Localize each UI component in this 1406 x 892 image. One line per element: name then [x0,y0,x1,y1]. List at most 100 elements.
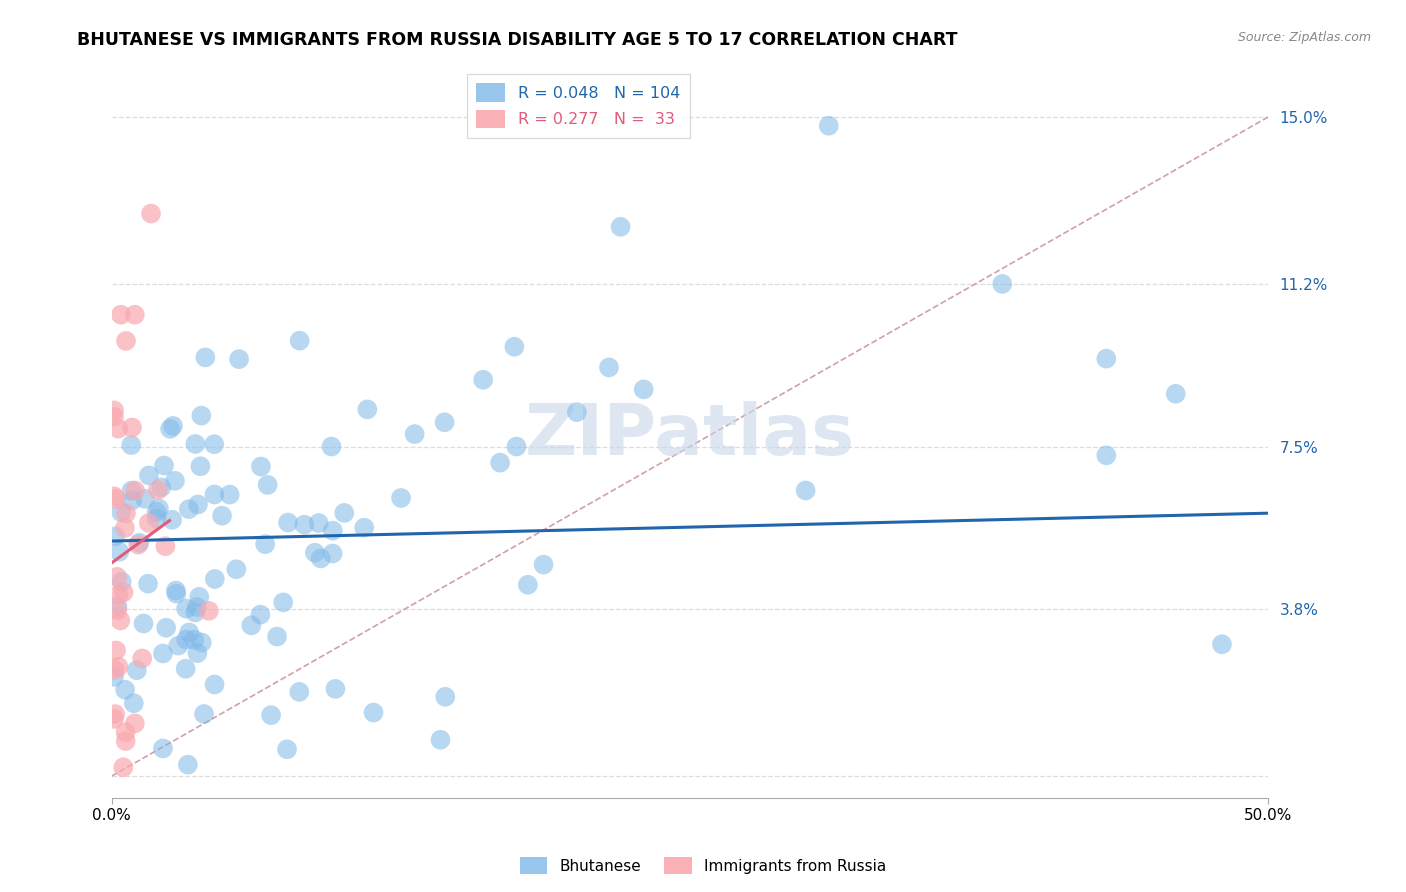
Point [108,545,131,559]
Point [127,538,149,552]
Point [121,483,143,498]
Point [472,373,495,387]
Point [322,524,344,538]
Point [145,505,167,519]
Text: Source: ZipAtlas.com: Source: ZipAtlas.com [1237,31,1371,45]
Point [107,588,129,602]
Point [250,459,273,474]
Point [1211,637,1233,651]
Point [794,483,817,498]
Point [276,742,298,756]
Point [177,757,200,772]
Point [179,625,201,640]
Point [322,547,344,561]
Point [516,578,538,592]
Point [190,459,212,474]
Point [120,438,142,452]
Point [363,706,385,720]
Point [204,572,226,586]
Point [112,585,135,599]
Point [174,632,197,647]
Point [404,427,426,442]
Point [266,630,288,644]
Point [325,681,347,696]
Point [202,437,225,451]
Point [160,513,183,527]
Point [148,501,170,516]
Point [107,659,129,673]
Point [505,440,527,454]
Text: BHUTANESE VS IMMIGRANTS FROM RUSSIA DISABILITY AGE 5 TO 17 CORRELATION CHART: BHUTANESE VS IMMIGRANTS FROM RUSSIA DISA… [77,31,957,49]
Point [152,741,174,756]
Point [389,491,412,505]
Point [533,558,555,572]
Point [139,206,162,220]
Point [211,508,233,523]
Point [565,405,588,419]
Point [115,506,138,520]
Point [111,574,134,589]
Point [152,647,174,661]
Point [204,677,226,691]
Point [292,517,315,532]
Point [150,480,173,494]
Point [124,483,146,498]
Point [167,639,190,653]
Point [103,409,125,424]
Point [125,663,148,677]
Point [186,600,208,615]
Point [121,420,143,434]
Point [288,334,311,348]
Point [254,537,277,551]
Point [103,712,125,726]
Point [188,590,211,604]
Point [124,308,146,322]
Point [277,516,299,530]
Point [193,706,215,721]
Point [177,502,200,516]
Point [114,521,136,535]
Point [163,474,186,488]
Legend: Bhutanese, Immigrants from Russia: Bhutanese, Immigrants from Russia [513,851,893,880]
Point [240,618,263,632]
Point [228,352,250,367]
Point [186,646,208,660]
Point [155,621,177,635]
Point [184,606,207,620]
Point [110,308,132,322]
Point [107,599,129,613]
Point [429,732,451,747]
Point [304,546,326,560]
Point [121,493,143,508]
Point [145,511,167,525]
Point [333,506,356,520]
Point [115,334,138,348]
Point [128,535,150,549]
Point [817,119,839,133]
Point [112,760,135,774]
Point [146,483,169,497]
Point [103,489,125,503]
Point [136,576,159,591]
Point [104,707,127,722]
Point [184,437,207,451]
Point [434,690,457,704]
Point [104,491,127,506]
Point [107,422,129,436]
Point [104,529,127,543]
Point [356,402,378,417]
Point [288,685,311,699]
Point [308,516,330,530]
Point [122,696,145,710]
Point [991,277,1014,291]
Point [489,456,512,470]
Point [105,570,128,584]
Point [103,403,125,417]
Point [105,603,128,617]
Point [190,409,212,423]
Point [1095,351,1118,366]
Point [159,422,181,436]
Point [165,583,187,598]
Point [103,670,125,684]
Point [155,539,177,553]
